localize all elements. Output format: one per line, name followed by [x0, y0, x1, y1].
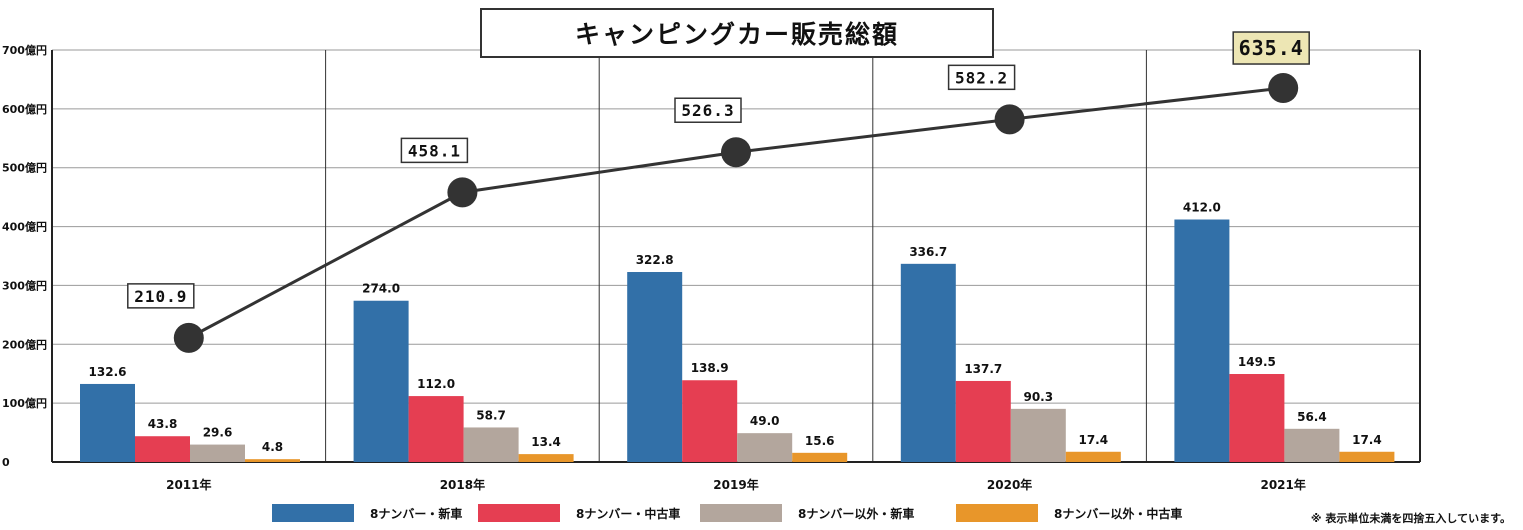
- rounding-note: ※ 表示単位未満を四捨五入しています。: [1310, 512, 1511, 525]
- x-tick-label: 2011年: [166, 477, 211, 492]
- legend: 8ナンバー・新車 8ナンバー・中古車 8ナンバー以外・新車 8ナンバー以外・中古…: [272, 504, 1216, 522]
- bar: [792, 452, 848, 462]
- bar-value-label: 4.8: [262, 440, 283, 454]
- total-label-box: [400, 137, 469, 164]
- bar: [353, 300, 409, 462]
- x-tick-label: 2020年: [987, 477, 1032, 492]
- y-tick-label: 300億円: [2, 278, 47, 292]
- legend-item: 8ナンバー・中古車: [478, 504, 700, 522]
- bar-value-label: 412.0: [1183, 201, 1221, 215]
- legend-item: 8ナンバー以外・中古車: [956, 504, 1216, 522]
- total-value-label: 635.4: [1239, 36, 1304, 60]
- bar-value-label: 336.7: [909, 245, 947, 259]
- bar: [1065, 451, 1121, 462]
- legend-label: 8ナンバー以外・中古車: [1054, 506, 1183, 521]
- legend-swatch: [956, 504, 1038, 522]
- bar: [955, 380, 1011, 462]
- bar-value-label: 58.7: [476, 408, 506, 422]
- bar: [1229, 374, 1285, 462]
- bar: [463, 427, 519, 462]
- total-label-box: [1232, 31, 1310, 65]
- total-point: [173, 322, 204, 353]
- legend-swatch: [272, 504, 354, 522]
- bar: [80, 383, 135, 462]
- bar-value-label: 112.0: [417, 377, 455, 391]
- legend-item: 8ナンバー以外・新車: [700, 504, 956, 522]
- bar: [1010, 408, 1066, 462]
- bar-value-label: 56.4: [1297, 410, 1327, 424]
- y-tick-label: 100億円: [2, 396, 47, 410]
- bar-value-label: 90.3: [1023, 390, 1053, 404]
- bar-value-label: 132.6: [89, 365, 127, 379]
- legend-label: 8ナンバー以外・新車: [798, 506, 915, 521]
- total-point: [1268, 73, 1299, 104]
- x-tick-label: 2019年: [713, 477, 758, 492]
- bar-value-label: 137.7: [964, 362, 1002, 376]
- total-value-label: 582.2: [955, 68, 1008, 87]
- bar: [1284, 428, 1340, 462]
- bar-value-label: 15.6: [805, 434, 835, 448]
- total-point: [447, 177, 478, 208]
- legend-swatch: [478, 504, 560, 522]
- bar: [900, 263, 956, 462]
- bar-value-label: 149.5: [1238, 355, 1276, 369]
- total-point: [721, 137, 751, 168]
- bar: [1174, 219, 1230, 462]
- y-tick-label: 0: [2, 456, 10, 469]
- total-value-label: 458.1: [408, 141, 461, 160]
- bar-value-label: 17.4: [1078, 433, 1108, 447]
- bar: [1339, 451, 1395, 462]
- bar: [245, 459, 300, 462]
- bar: [737, 433, 793, 462]
- bar: [518, 454, 574, 462]
- total-label-box: [127, 283, 195, 309]
- bar-value-label: 49.0: [750, 414, 780, 428]
- bar-value-label: 138.9: [691, 361, 729, 375]
- bar: [627, 272, 683, 462]
- bar-value-label: 29.6: [203, 426, 233, 440]
- total-point: [994, 104, 1025, 135]
- total-line: [188, 86, 1284, 340]
- bar-value-label: 13.4: [531, 435, 561, 449]
- legend-label: 8ナンバー・新車: [370, 506, 463, 521]
- bar-value-label: 17.4: [1352, 433, 1382, 447]
- total-value-label: 526.3: [681, 101, 734, 120]
- legend-item: 8ナンバー・新車: [272, 504, 478, 522]
- y-tick-label: 600億円: [2, 102, 47, 116]
- bar: [682, 380, 738, 462]
- total-label-box: [947, 64, 1016, 91]
- legend-label: 8ナンバー・中古車: [576, 506, 681, 521]
- total-value-label: 210.9: [134, 287, 187, 306]
- y-tick-label: 400億円: [2, 220, 47, 234]
- bar-value-label: 274.0: [362, 282, 400, 296]
- bar: [190, 444, 245, 462]
- x-tick-label: 2021年: [1260, 477, 1305, 492]
- y-tick-label: 500億円: [2, 161, 47, 175]
- x-tick-label: 2018年: [440, 477, 485, 492]
- bar-value-label: 322.8: [636, 253, 674, 267]
- bar: [408, 396, 464, 462]
- bar-value-label: 43.8: [148, 417, 178, 431]
- chart-title: キャンピングカー販売総額: [480, 8, 994, 58]
- total-label-box: [674, 97, 742, 123]
- legend-swatch: [700, 504, 782, 522]
- y-tick-label: 700億円: [2, 43, 47, 57]
- y-tick-label: 200億円: [2, 337, 47, 351]
- bar: [135, 436, 190, 462]
